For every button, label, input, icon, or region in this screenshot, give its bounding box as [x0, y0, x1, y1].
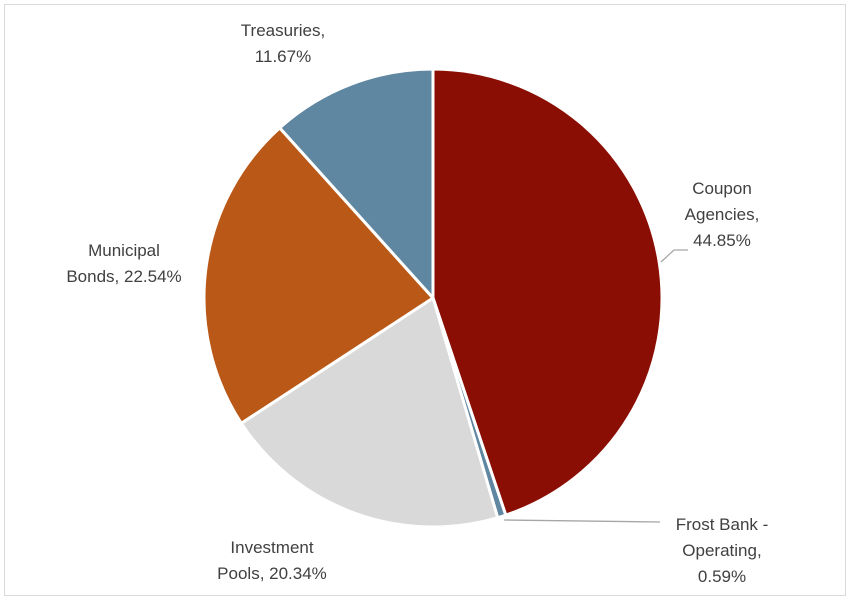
leader-line-frost-bank-operating [503, 519, 661, 523]
data-label-line: Coupon [692, 179, 752, 198]
data-label-municipal-bonds: Municipal Bonds, 22.54% [66, 241, 181, 286]
data-label-line: Bonds, 22.54% [66, 267, 181, 286]
pie-slice-municipal-bonds [202, 126, 435, 425]
data-label-line: Municipal [88, 241, 160, 260]
data-label-line: 44.85% [693, 231, 751, 250]
data-label-frost-bank-operating: Frost Bank - Operating, 0.59% [676, 515, 769, 586]
pie-slice-coupon-agencies [431, 67, 664, 517]
data-label-line: Pools, 20.34% [217, 564, 327, 583]
data-label-line: Frost Bank - [676, 515, 769, 534]
data-label-line: 0.59% [698, 567, 746, 586]
data-label-line: Agencies, [685, 205, 760, 224]
data-label-line: 11.67% [255, 47, 311, 66]
pie-slice-investment-pools [239, 296, 500, 529]
pie-slice-treasuries [278, 67, 435, 300]
data-label-treasuries: Treasuries, 11.67% [241, 21, 325, 66]
data-label-investment-pools: Investment Pools, 20.34% [217, 538, 327, 583]
data-label-line: Treasuries, [241, 21, 325, 40]
data-label-line: Operating, [682, 541, 761, 560]
data-label-coupon-agencies: Coupon Agencies, 44.85% [685, 179, 760, 250]
leader-line-coupon-agencies [660, 249, 688, 263]
data-label-line: Investment [230, 538, 313, 557]
